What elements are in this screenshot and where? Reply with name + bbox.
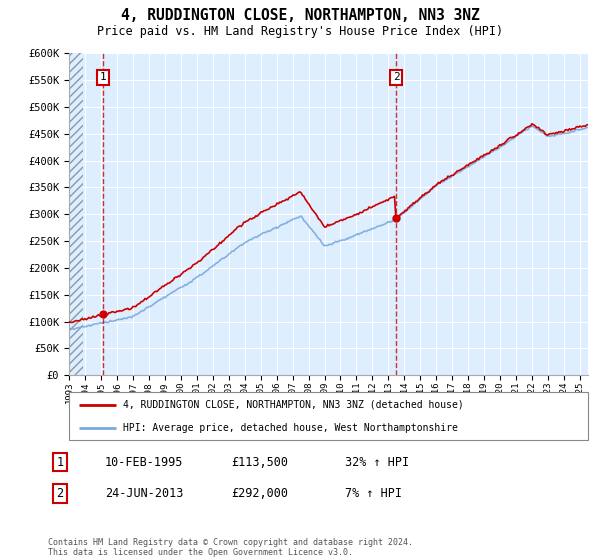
Text: 4, RUDDINGTON CLOSE, NORTHAMPTON, NN3 3NZ (detached house): 4, RUDDINGTON CLOSE, NORTHAMPTON, NN3 3N… bbox=[124, 400, 464, 410]
Text: 4, RUDDINGTON CLOSE, NORTHAMPTON, NN3 3NZ: 4, RUDDINGTON CLOSE, NORTHAMPTON, NN3 3N… bbox=[121, 8, 479, 24]
Text: £113,500: £113,500 bbox=[231, 455, 288, 469]
Text: £292,000: £292,000 bbox=[231, 487, 288, 501]
Text: 24-JUN-2013: 24-JUN-2013 bbox=[105, 487, 184, 501]
Text: 2: 2 bbox=[56, 487, 64, 501]
Text: HPI: Average price, detached house, West Northamptonshire: HPI: Average price, detached house, West… bbox=[124, 423, 458, 433]
Text: Price paid vs. HM Land Registry's House Price Index (HPI): Price paid vs. HM Land Registry's House … bbox=[97, 25, 503, 38]
Text: 7% ↑ HPI: 7% ↑ HPI bbox=[345, 487, 402, 501]
Text: Contains HM Land Registry data © Crown copyright and database right 2024.
This d: Contains HM Land Registry data © Crown c… bbox=[48, 538, 413, 557]
Bar bbox=[69, 53, 83, 375]
Text: 10-FEB-1995: 10-FEB-1995 bbox=[105, 455, 184, 469]
Text: 32% ↑ HPI: 32% ↑ HPI bbox=[345, 455, 409, 469]
Text: 2: 2 bbox=[392, 72, 400, 82]
Text: 1: 1 bbox=[100, 72, 106, 82]
FancyBboxPatch shape bbox=[69, 392, 588, 440]
Text: 1: 1 bbox=[56, 455, 64, 469]
